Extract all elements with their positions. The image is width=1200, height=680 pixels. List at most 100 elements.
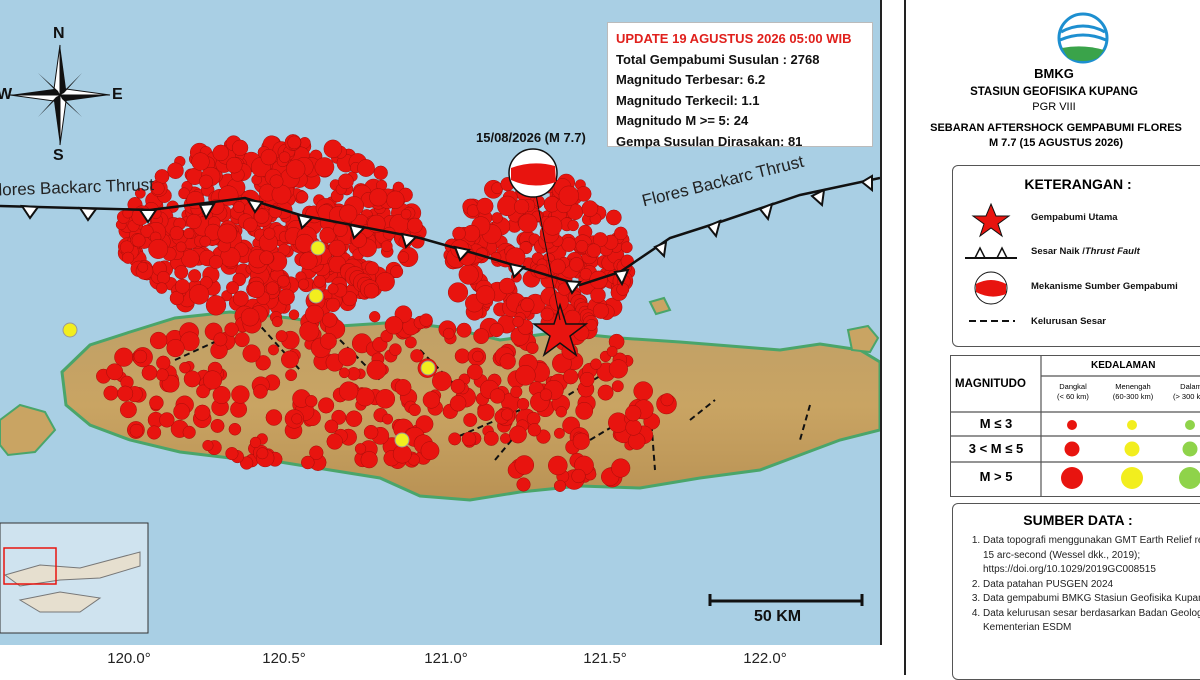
aftershock-dot [571,468,586,484]
aftershock-dot [278,151,291,163]
aftershock-dot [498,277,516,295]
aftershock-dot [526,341,539,355]
aftershock-dot [167,162,184,179]
aftershock-dot [338,367,350,379]
aftershock-dot-intermediate [62,322,78,338]
aftershock-dot [166,339,185,358]
aftershock-dot [516,397,530,411]
depth-col: Menengah (60-300 km) [1112,382,1154,401]
aftershock-dot-intermediate [310,240,326,256]
aftershock-dot [454,348,470,364]
map-area[interactable]: N S E W Flores Backarc Thrust Flores Bac… [0,0,882,645]
aftershock-dot [151,181,165,196]
west-island [0,403,57,457]
legend-mechanism: Mekanisme Sumber Gempabumi [1031,281,1178,292]
magnitudo-header: MAGNITUDO [955,378,1026,390]
aftershock-dot [233,201,246,214]
aftershock-dot [149,331,168,350]
pgr-label: PGR VIII [1032,101,1076,113]
aftershock-dot [205,295,227,316]
legend-box: KETERANGAN : Gempabumi Utama Sesar Naik … [952,165,1200,347]
aftershock-dot [155,282,168,294]
aftershock-dot [501,408,514,421]
aftershock-dot [288,309,300,320]
aftershock-dot [137,261,149,273]
aftershock-dot [299,321,320,342]
depth-col: Dangkal (< 60 km) [1057,382,1089,401]
aftershock-dot [249,436,262,449]
update-timestamp: UPDATE 19 AGUSTUS 2026 05:00 WIB [616,31,852,46]
x-tick: 120.5° [262,650,306,667]
source-item: Data patahan PUSGEN 2024 [983,578,1200,593]
aftershock-dot [518,213,538,233]
aftershock-dot [296,190,309,204]
aftershock-dot [337,347,357,367]
aftershock-dot [148,239,169,259]
aftershock-dot [285,369,298,382]
aftershock-dot [558,185,579,206]
aftershock-dot [384,316,404,335]
aftershock-dot [550,258,566,275]
small-island [846,324,880,354]
aftershock-dot [514,455,535,475]
aftershock-dot [449,395,467,412]
aftershock-dot [174,265,189,280]
aftershock-dot [456,322,472,338]
aftershock-dot [131,233,146,248]
station-name: STASIUN GEOFISIKA KUPANG [970,86,1138,98]
inset-map [0,522,149,634]
aftershock-dot [354,443,367,455]
aftershock-dot [540,307,554,322]
aftershock-dot [500,433,511,444]
aftershock-dot [243,217,258,233]
main-quake-star [531,302,589,358]
aftershock-dot [392,444,412,464]
aftershock-dot [305,395,318,408]
aftershock-dot [592,232,608,248]
aftershock-dot [363,283,380,299]
aftershock-dot [226,156,243,174]
aftershock-dot [183,227,195,240]
aftershock-dot [305,304,324,324]
aftershock-dot [628,432,646,450]
aftershock-dot [281,350,299,369]
map-canvas [0,44,880,634]
info-box: UPDATE 19 AGUSTUS 2026 05:00 WIB Total G… [607,22,873,149]
aftershock-dot [616,282,630,296]
compass-e: E [112,86,123,103]
info-line: Magnitudo M >= 5: 24 [616,113,749,128]
aftershock-dot [134,187,146,199]
aftershock-dot [389,343,402,356]
aftershock-dot [369,311,381,323]
aftershock-dot [198,174,214,189]
aftershock-dot [611,458,631,478]
aftershock-dot [155,368,169,382]
aftershock-dot [188,269,202,283]
aftershock-dot [355,387,375,407]
aftershock-dot [567,219,579,232]
aftershock-dot [301,455,315,470]
aftershock-dot [159,412,175,428]
compass-rose-icon [9,44,111,146]
aftershock-dot [563,369,579,385]
aftershock-dot [553,479,567,492]
aftershock-dot [579,371,595,387]
legend-panel: BMKG STASIUN GEOFISIKA KUPANG PGR VIII S… [904,0,1200,680]
aftershock-dot [476,197,494,215]
scale-label: 50 KM [754,608,802,625]
thrust-fault [0,174,880,295]
sources-title: SUMBER DATA : [1023,512,1133,528]
aftershock-dot [542,216,563,236]
aftershock-dot [268,344,279,356]
aftershock-dot [581,200,599,217]
aftershock-dot [555,406,567,418]
compass-w: W [0,86,12,104]
legend-lineament: Kelurusan Sesar [1031,316,1106,327]
aftershock-dot [339,204,358,223]
aftershock-dot [483,430,499,446]
aftershock-dot [269,174,284,189]
source-item: Data gempabumi BMKG Stasiun Geofisika Ku… [983,592,1200,607]
aftershock-dot [212,144,229,162]
aftershock-dot [324,419,339,434]
aftershock-dot [278,288,295,306]
